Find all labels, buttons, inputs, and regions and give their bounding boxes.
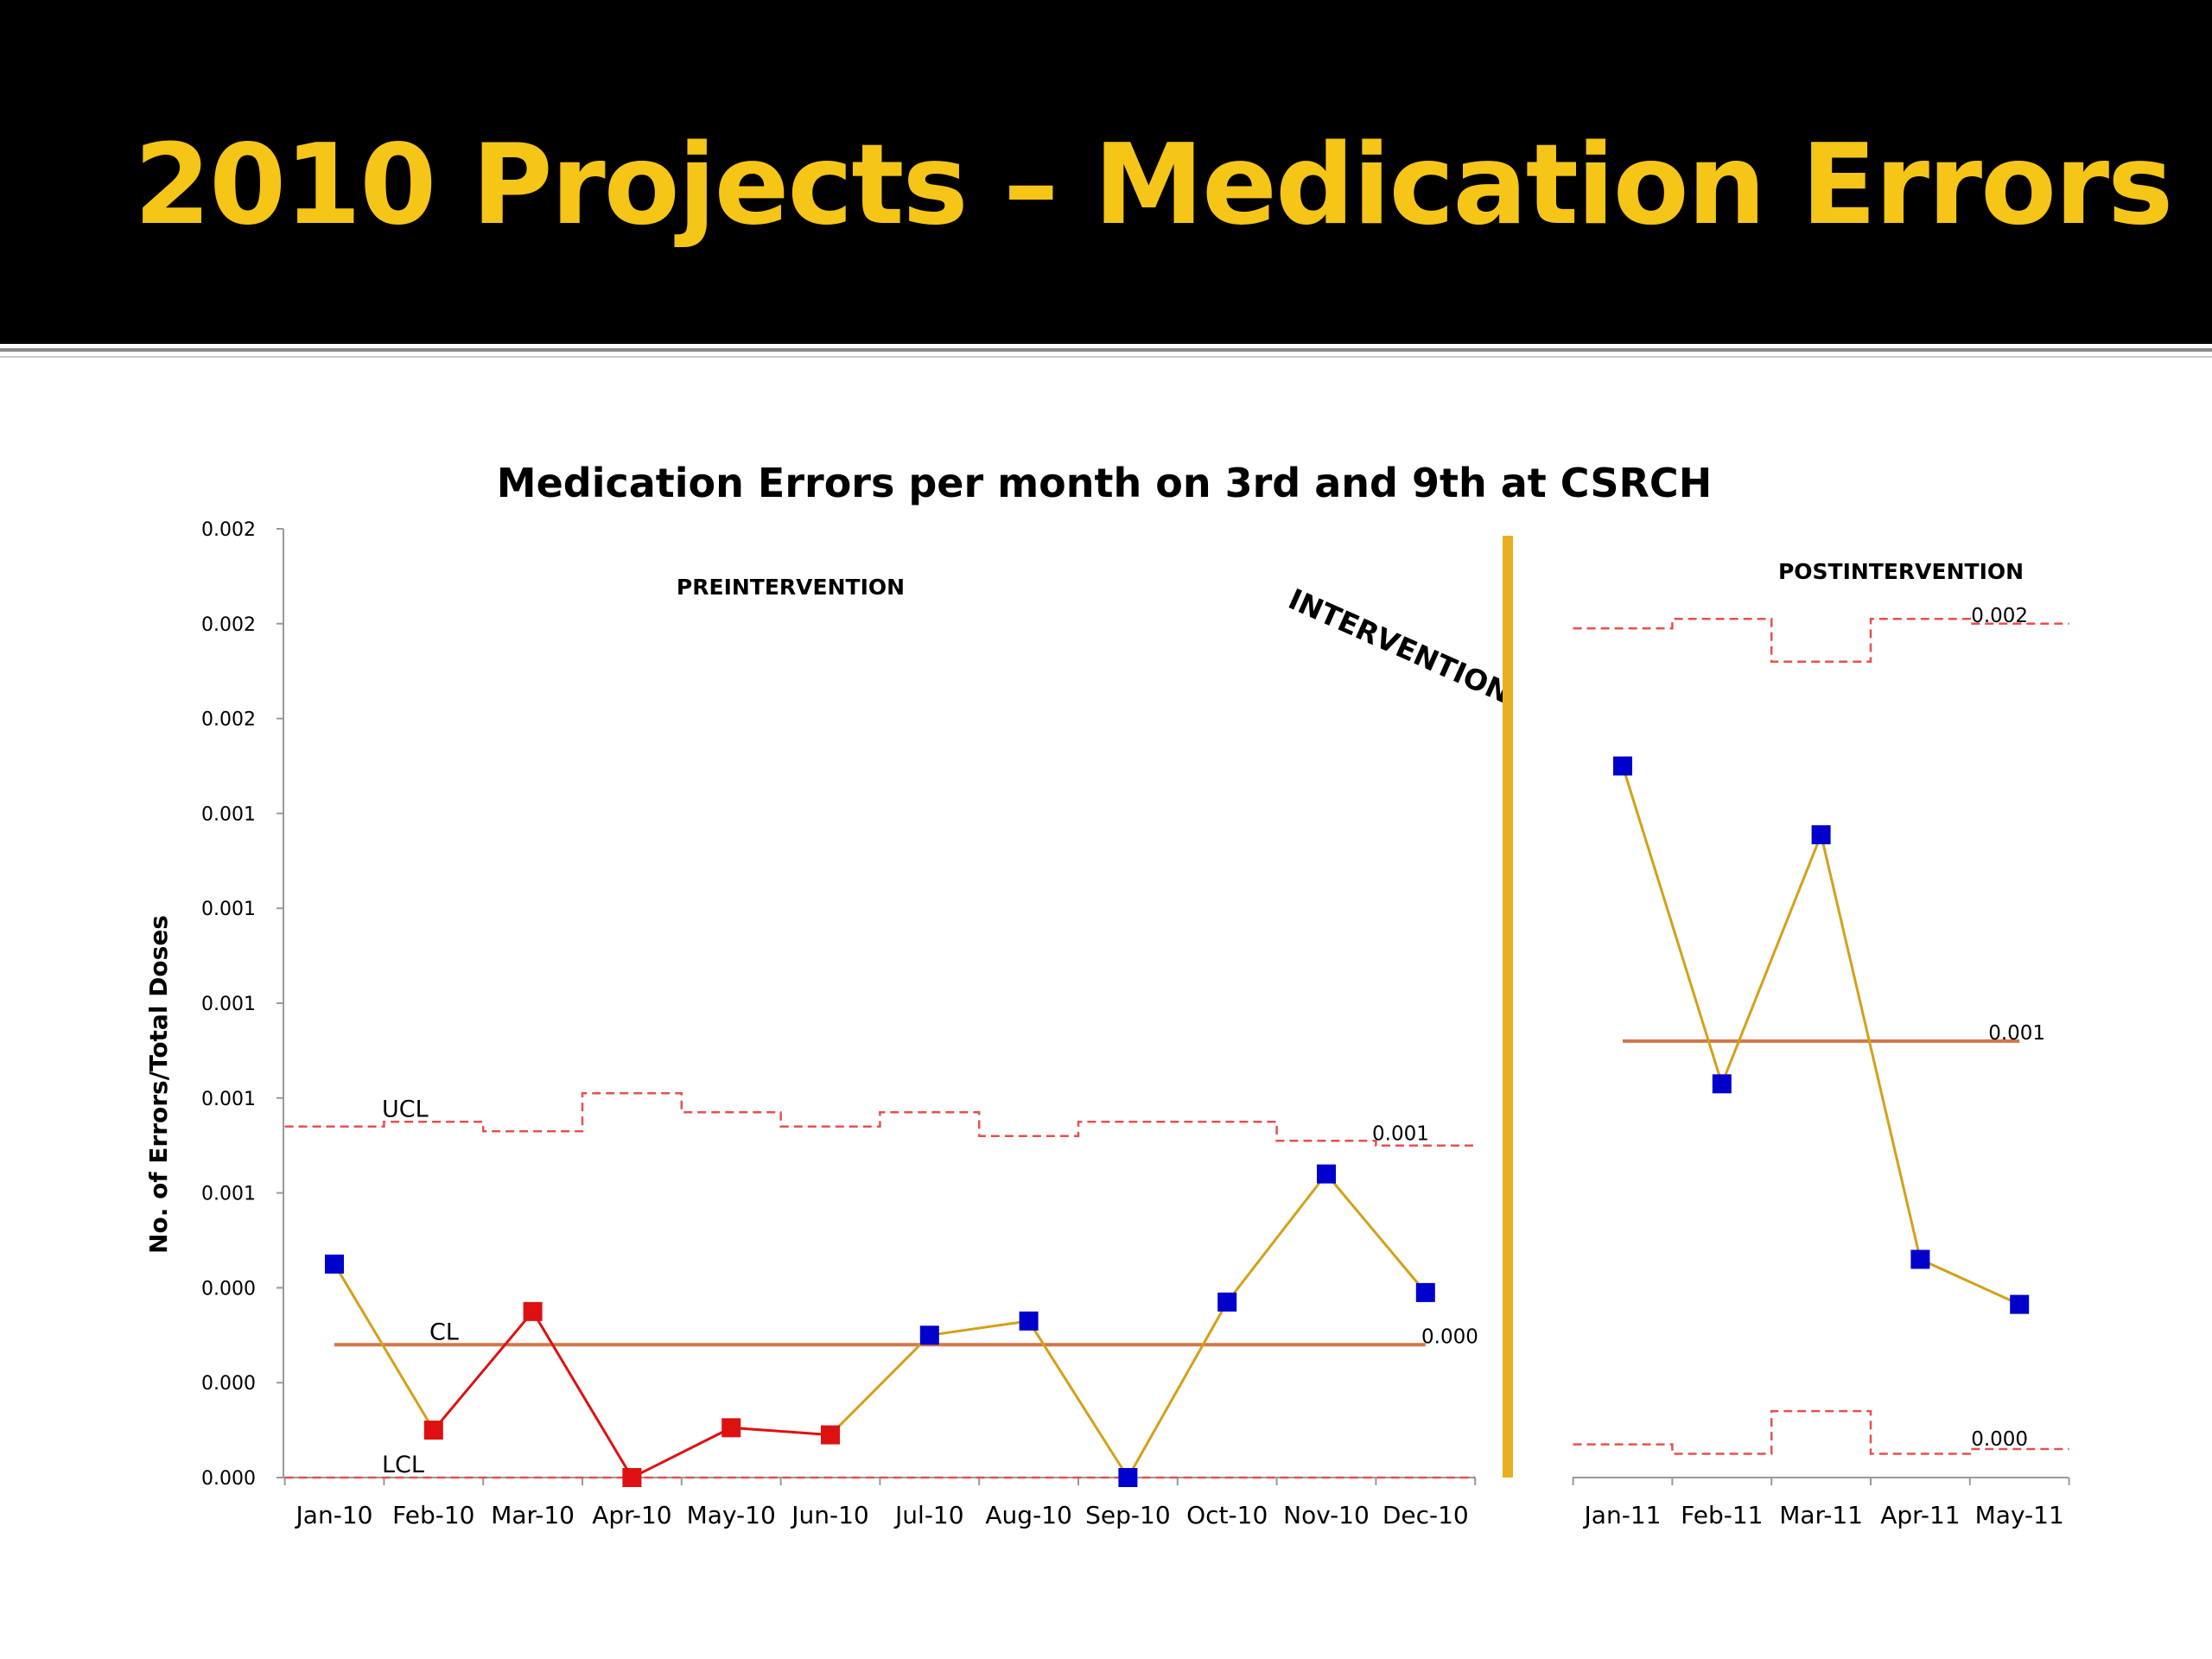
post-data-point-Mar-11 [1811, 825, 1831, 845]
y-tick-label: 0.001 [201, 1089, 256, 1110]
pre-series-segment [631, 1427, 732, 1479]
chart-title: Medication Errors per month on 3rd and 9… [497, 460, 1712, 506]
pre-data-point-Sep-10 [1118, 1468, 1138, 1487]
data-series [325, 756, 2030, 1487]
post-data-point-Jan-11 [1613, 756, 1632, 776]
x-tick-label: Sep-10 [1085, 1501, 1171, 1529]
post-ucl-line [1573, 618, 2069, 663]
slide-title: 2010 Projects – Medication Errors [134, 121, 2173, 250]
pre-data-point-Apr-10 [622, 1468, 642, 1487]
x-tick-label: Dec-10 [1382, 1501, 1469, 1529]
pre-series-segment [1127, 1301, 1229, 1478]
x-tick-label: Jan-10 [295, 1501, 373, 1529]
y-tick-label: 0.000 [201, 1278, 256, 1300]
x-tick-label: Aug-10 [985, 1501, 1071, 1529]
header-divider [0, 348, 2212, 352]
cl-label: CL [429, 1319, 459, 1345]
y-tick-label: 0.001 [201, 899, 256, 920]
post-series-segment [1919, 1258, 2020, 1306]
post-data-point-Apr-11 [1910, 1249, 1930, 1269]
y-axis-label: No. of Errors/Total Doses [144, 915, 173, 1254]
intervention-divider [1503, 536, 1513, 1478]
pre-series-segment [829, 1334, 931, 1436]
y-tick-label: 0.001 [201, 994, 256, 1015]
preintervention-label: PREINTERVENTION [677, 575, 905, 600]
header-divider-thin [0, 356, 2212, 358]
post-lcl-line [1573, 1409, 2069, 1455]
intervention-label: INTERVENTION [1283, 582, 1515, 709]
pre-series-segment [432, 1310, 534, 1432]
title-bar: 2010 Projects – Medication Errors [0, 0, 2212, 344]
y-tick-label: 0.001 [201, 804, 256, 825]
x-tick-label: Jan-11 [1583, 1501, 1662, 1529]
pre-series-segment [333, 1263, 435, 1431]
x-tick-label: May-10 [687, 1501, 776, 1529]
post-series-segment [1621, 766, 1724, 1084]
line-labels: UCL CL LCL 0.001 0.000 0.002 0.001 0.000 [382, 605, 2045, 1478]
x-tick-label: Oct-10 [1186, 1501, 1268, 1529]
x-tick-label: Feb-11 [1681, 1501, 1763, 1529]
axes: 0.000 0.000 0.000 0.001 0.001 0.001 0.001 0.001… [201, 519, 2070, 1529]
y-tick-label: 0.000 [201, 1373, 256, 1395]
pre-data-point-Oct-10 [1217, 1292, 1237, 1312]
post-ucl-value: 0.002 [1971, 605, 2028, 627]
pre-series-segment [1226, 1173, 1328, 1303]
x-tick-label: May-11 [1975, 1501, 2064, 1529]
y-tick-label: 0.002 [201, 709, 256, 731]
x-tick-label: Jun-10 [790, 1501, 868, 1529]
pre-series-segment [1027, 1320, 1129, 1478]
pre-series-segment [1325, 1173, 1427, 1294]
pre-data-point-Jan-10 [325, 1254, 344, 1274]
y-tick-label: 0.000 [201, 1468, 256, 1490]
pre-cl-value: 0.000 [1421, 1325, 1478, 1348]
post-series-segment [1720, 834, 1822, 1084]
pre-data-point-Feb-10 [423, 1421, 443, 1440]
pre-data-point-Mar-10 [523, 1301, 543, 1321]
pre-series-segment [929, 1319, 1029, 1337]
x-tick-label: Nov-10 [1283, 1501, 1370, 1529]
x-tick-label: Jul-10 [893, 1501, 964, 1529]
post-data-point-Feb-11 [1712, 1074, 1732, 1094]
pre-data-point-Nov-10 [1317, 1164, 1336, 1184]
x-tick-label: Apr-11 [1880, 1501, 1960, 1529]
x-tick-label: Mar-11 [1779, 1501, 1863, 1529]
y-tick-label: 0.002 [201, 614, 256, 636]
post-data-point-May-11 [2010, 1294, 2030, 1314]
x-tick-label: Mar-10 [491, 1501, 575, 1529]
control-limits [284, 618, 2069, 1479]
y-tick-label: 0.002 [201, 519, 256, 541]
y-tick-label: 0.001 [201, 1184, 256, 1205]
post-cl-value: 0.001 [1988, 1022, 2045, 1045]
postintervention-label: POSTINTERVENTION [1778, 559, 2024, 584]
pre-data-point-Dec-10 [1415, 1282, 1435, 1302]
post-lcl-value: 0.000 [1971, 1428, 2028, 1451]
pre-ucl-line [284, 1092, 1476, 1147]
pre-data-point-Aug-10 [1019, 1311, 1039, 1331]
ucl-label: UCL [382, 1096, 429, 1122]
x-tick-label: Feb-10 [392, 1501, 474, 1529]
pre-data-point-May-10 [721, 1418, 741, 1438]
x-tick-label: Apr-10 [592, 1501, 671, 1529]
pre-data-point-Jun-10 [821, 1425, 840, 1445]
pre-ucl-value: 0.001 [1372, 1123, 1429, 1146]
post-series-segment [1820, 834, 1922, 1260]
pre-series-segment [531, 1311, 633, 1478]
pre-series-segment [731, 1426, 831, 1437]
pre-data-point-Jul-10 [919, 1325, 939, 1345]
lcl-label: LCL [382, 1452, 424, 1478]
